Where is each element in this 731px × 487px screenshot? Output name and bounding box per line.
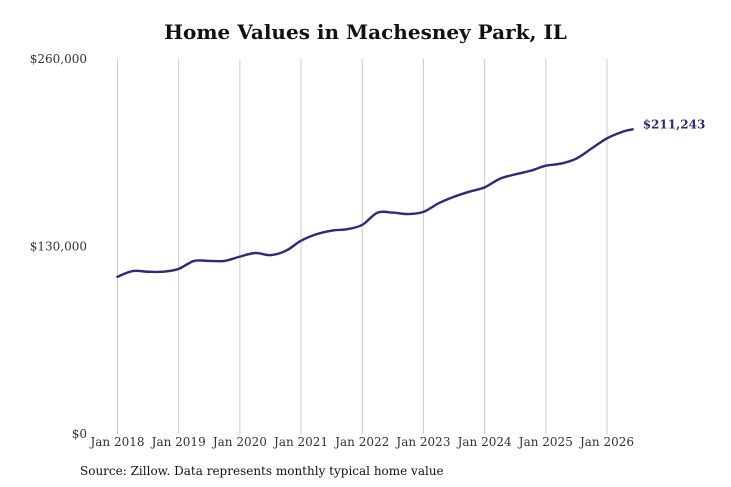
y-tick-label: $130,000: [30, 240, 87, 254]
x-tick-label: Jan 2026: [578, 435, 634, 449]
series-line: [116, 128, 634, 278]
x-tick-label: Jan 2019: [150, 435, 206, 449]
y-tick-label: $0: [72, 427, 87, 441]
source-note: Source: Zillow. Data represents monthly …: [80, 464, 444, 478]
x-tick-label: Jan 2022: [333, 435, 389, 449]
x-tick-label: Jan 2018: [88, 435, 144, 449]
y-axis-ticks: $0 $130,000 $260,000: [30, 52, 87, 441]
chart-title: Home Values in Machesney Park, IL: [164, 20, 567, 44]
y-tick-label: $260,000: [30, 52, 87, 66]
x-tick-label: Jan 2023: [394, 435, 450, 449]
x-tick-label: Jan 2025: [517, 435, 573, 449]
end-value-label: $211,243: [643, 117, 706, 131]
x-tick-label: Jan 2021: [272, 435, 328, 449]
x-axis-ticks: Jan 2018 Jan 2019 Jan 2020 Jan 2021 Jan 2022…: [88, 435, 634, 449]
x-tick-label: Jan 2024: [456, 435, 512, 449]
x-tick-label: Jan 2020: [211, 435, 267, 449]
grid-lines: [117, 59, 608, 434]
